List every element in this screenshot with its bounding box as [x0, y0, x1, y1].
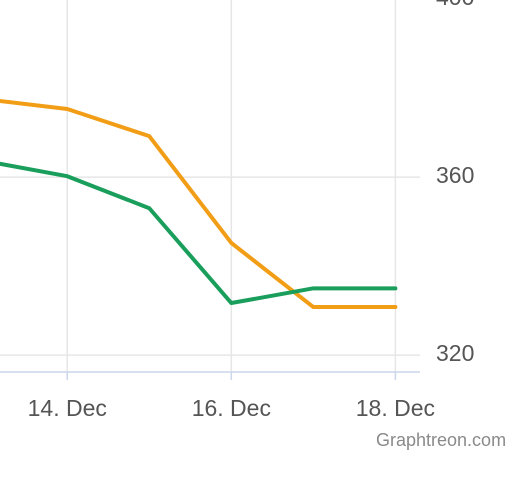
- y2-tick-label: 360: [436, 162, 474, 188]
- y2-tick-label: 320: [436, 340, 474, 366]
- x-tick-label: 16. Dec: [192, 395, 271, 421]
- credits: Graphtreon.com: [376, 430, 506, 450]
- y2-tick-label: 400: [436, 0, 474, 10]
- labels: 320 360 400 14. Dec 16. Dec 18. Dec: [28, 0, 475, 421]
- grid: [0, 0, 420, 380]
- series-line: [0, 161, 398, 306]
- series-layer: [0, 98, 398, 310]
- series-line: [0, 98, 398, 310]
- x-tick-label: 14. Dec: [28, 395, 107, 421]
- x-tick-label: 18. Dec: [356, 395, 435, 421]
